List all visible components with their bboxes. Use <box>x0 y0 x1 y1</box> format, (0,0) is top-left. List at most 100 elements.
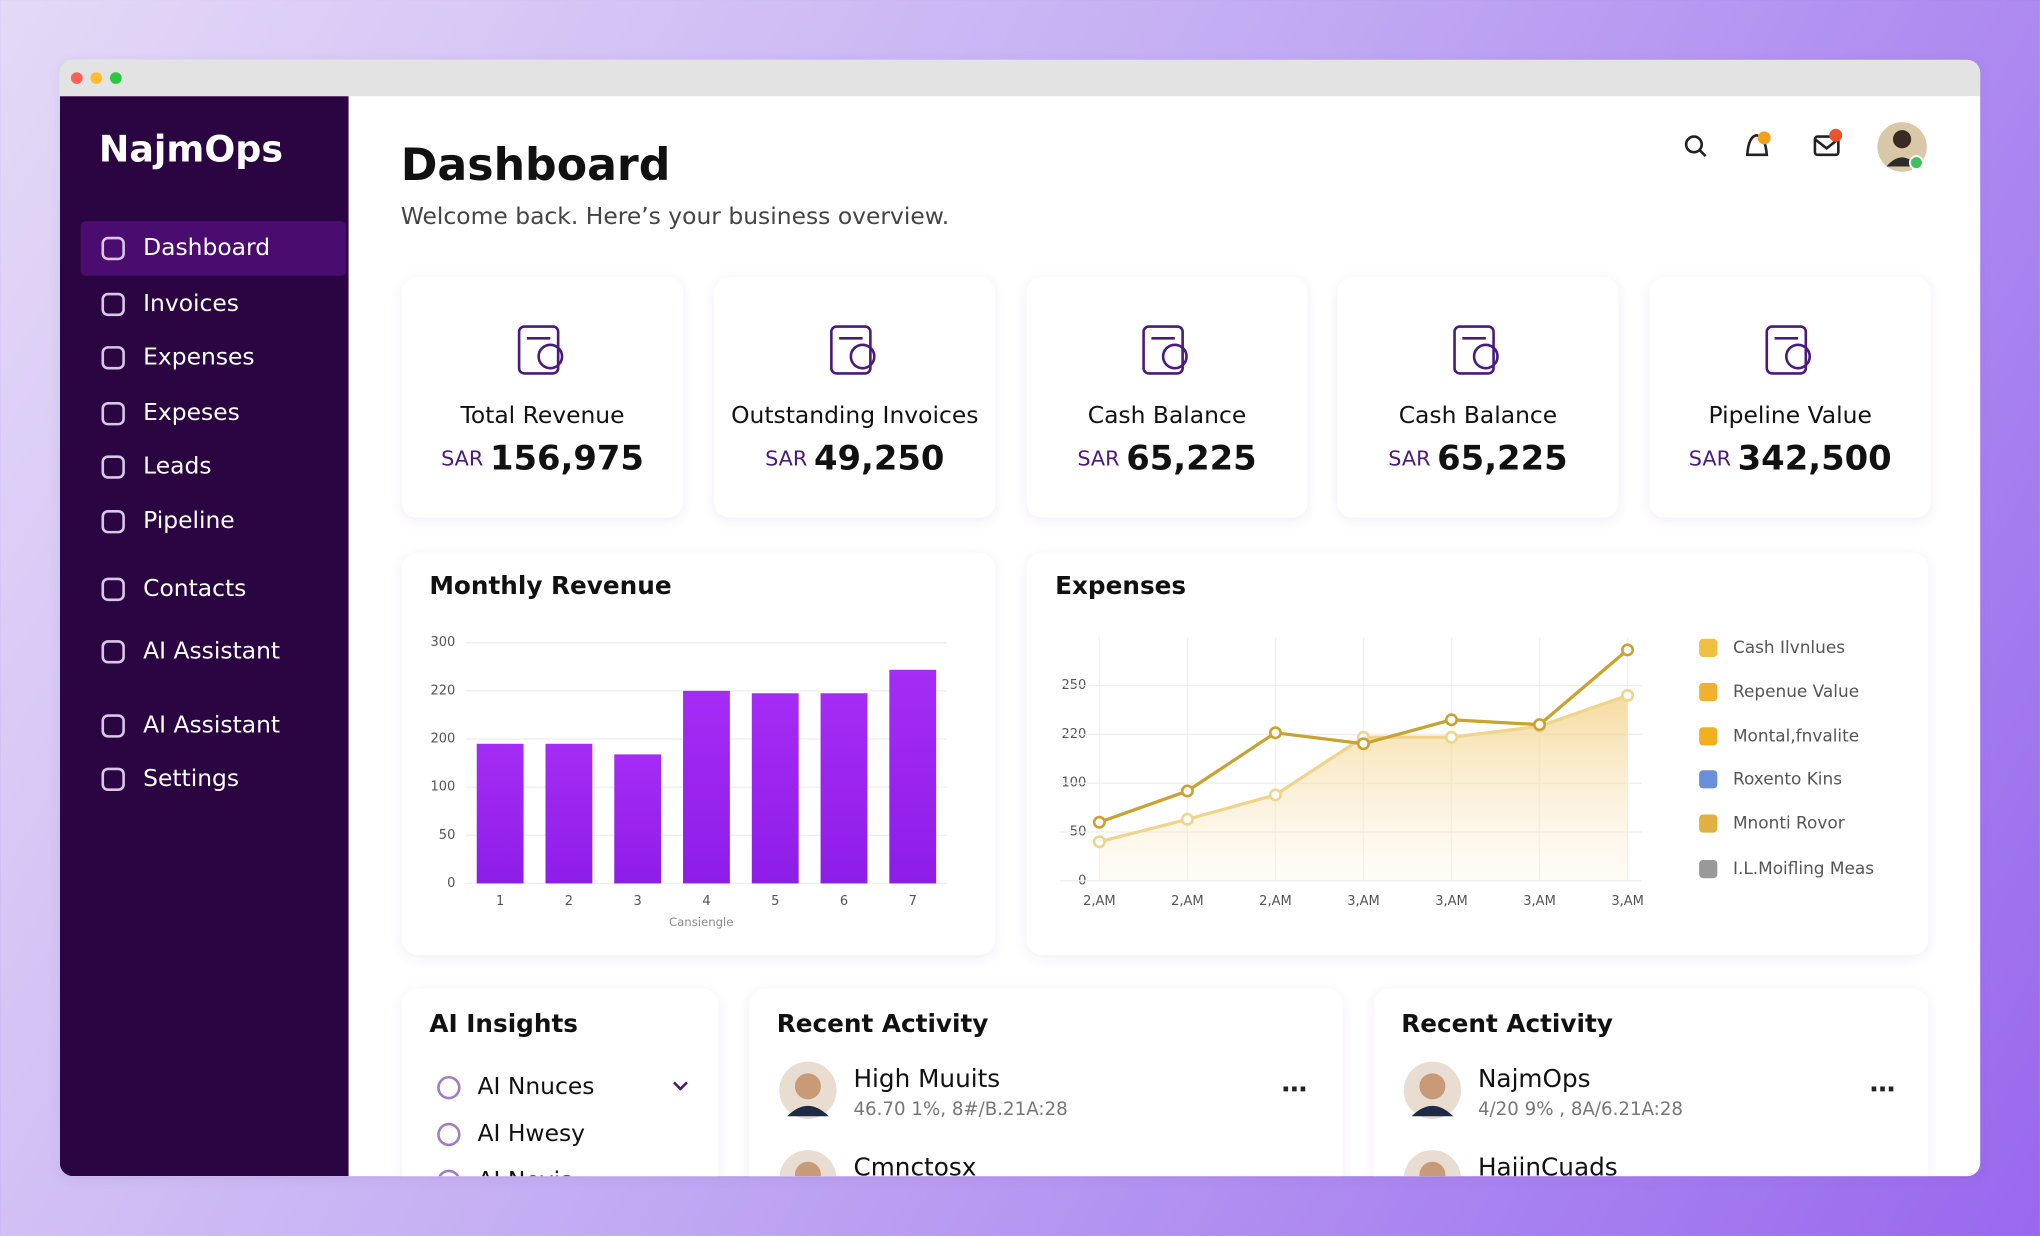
more-button[interactable]: ⋯ <box>1282 1075 1308 1105</box>
legend-icon <box>1699 638 1718 658</box>
activity-avatar <box>1403 1150 1462 1177</box>
bar <box>614 754 662 884</box>
x-tick-label: 3,AM <box>1523 894 1556 909</box>
icon-shape <box>1765 325 1808 375</box>
nav-item[interactable]: Settings <box>101 764 239 792</box>
kpi-value-row: SAR 49,250 <box>765 438 944 477</box>
x-axis-label: Cansiengle <box>669 915 734 929</box>
insights-card <box>402 988 719 1177</box>
activity-card <box>749 988 1343 1177</box>
nav-label: AI Assistant <box>143 710 280 738</box>
point <box>1180 784 1194 798</box>
bar <box>889 669 937 884</box>
avatar-body <box>1411 1105 1454 1117</box>
user-avatar[interactable] <box>1877 122 1927 172</box>
activity-name: HajinCuads <box>1478 1152 1618 1181</box>
kpi-card <box>1026 277 1308 518</box>
insight-item[interactable]: AI Nevis <box>477 1166 572 1194</box>
x-tick-label: 3,AM <box>1611 894 1644 909</box>
nav-label: AI Assistant <box>143 636 280 664</box>
nav-item[interactable]: Invoices <box>101 289 239 317</box>
nav-label: Invoices <box>143 289 239 317</box>
nav-item[interactable]: AI Assistant <box>101 636 280 664</box>
y-tick-label: 100 <box>431 780 456 795</box>
window-content: NajmOps Dashboard Welcome back. Here’s y… <box>59 59 1981 1194</box>
nav-label: Pipeline <box>143 506 235 534</box>
avatar-body <box>787 1105 829 1117</box>
messages-icon[interactable] <box>1813 128 1843 157</box>
card-title: Recent Activity <box>777 1009 989 1038</box>
x-tick-label: 1 <box>496 894 504 909</box>
icon-shape <box>849 343 876 370</box>
legend-label: Cash Ilvnlues <box>1733 637 1845 657</box>
nav-icon <box>101 346 125 370</box>
nav-label: Settings <box>143 764 239 792</box>
bar <box>683 690 730 884</box>
point <box>1356 737 1370 751</box>
point <box>1621 688 1635 702</box>
kpi-icon <box>1765 325 1812 375</box>
insight-icon <box>437 1075 461 1100</box>
chevron[interactable] <box>673 1081 688 1091</box>
legend-label: Roxento Kins <box>1733 768 1842 788</box>
activity-detail: 46.70 1%, 8#/B.21A:28 <box>853 1099 1067 1120</box>
x-tick-label: 2 <box>565 894 573 909</box>
kpi-card <box>1649 277 1931 518</box>
kpi-card <box>714 277 996 518</box>
nav-icon <box>101 714 125 738</box>
nav-icon <box>101 509 125 534</box>
notification-icon[interactable] <box>1745 131 1771 157</box>
legend-icon <box>1699 770 1718 789</box>
x-tick-label: 5 <box>771 894 779 909</box>
icon-shape <box>1453 325 1495 375</box>
card-title: AI Insights <box>429 1009 578 1038</box>
nav-item[interactable]: Expeses <box>101 398 240 426</box>
activity-avatar <box>779 1061 837 1119</box>
area <box>1099 695 1628 881</box>
nav-item[interactable]: Contacts <box>101 574 247 602</box>
nav-item[interactable]: AI Assistant <box>101 710 280 738</box>
maximize-button[interactable] <box>109 72 122 84</box>
avatar-face <box>794 1161 821 1177</box>
kpi-value-row: SAR 65,225 <box>1388 438 1567 477</box>
legend-label: I.L.Moifling Meas <box>1733 858 1874 878</box>
more-button[interactable]: ⋯ <box>1870 1075 1896 1105</box>
nav-item[interactable]: Pipeline <box>101 506 235 534</box>
kpi-value-row: SAR 156,975 <box>441 438 644 477</box>
close-button[interactable] <box>70 72 83 84</box>
nav-item[interactable]: Dashboard <box>101 233 270 261</box>
nav-item[interactable]: Expenses <box>101 342 255 370</box>
bar <box>820 693 868 884</box>
insight-item[interactable]: AI Nnuces <box>477 1072 594 1100</box>
chart-title: Monthly Revenue <box>429 571 671 600</box>
x-tick-label: 2,AM <box>1171 894 1204 909</box>
kpi-icon <box>517 325 564 375</box>
x-tick-label: 2,AM <box>1083 894 1116 909</box>
minimize-button[interactable] <box>90 72 103 84</box>
icon-shape <box>1142 325 1184 375</box>
activity-name: High Muuits <box>853 1064 1000 1093</box>
x-tick-label: 6 <box>840 894 848 909</box>
kpi-label: Total Revenue <box>460 401 625 429</box>
x-tick-label: 3,AM <box>1347 894 1380 909</box>
kpi-currency: SAR <box>1388 446 1430 470</box>
icon-shape <box>1784 343 1812 370</box>
x-tick-label: 3,AM <box>1435 894 1468 909</box>
kpi-card <box>1337 277 1619 518</box>
point <box>1268 788 1282 802</box>
kpi-label: Pipeline Value <box>1709 401 1872 429</box>
kpi-label: Cash Balance <box>1399 401 1558 429</box>
x-tick-label: 7 <box>909 894 917 909</box>
x-tick-label: 4 <box>702 894 710 909</box>
x-tick-label: 2,AM <box>1259 894 1292 909</box>
point <box>1092 835 1106 849</box>
kpi-value: 49,250 <box>814 438 944 477</box>
y-tick-label: 0 <box>447 876 455 891</box>
nav-label: Expenses <box>143 342 255 370</box>
insight-item[interactable]: AI Hwesy <box>477 1119 585 1147</box>
search-icon[interactable] <box>1684 135 1707 158</box>
nav-item[interactable]: Leads <box>101 452 212 480</box>
